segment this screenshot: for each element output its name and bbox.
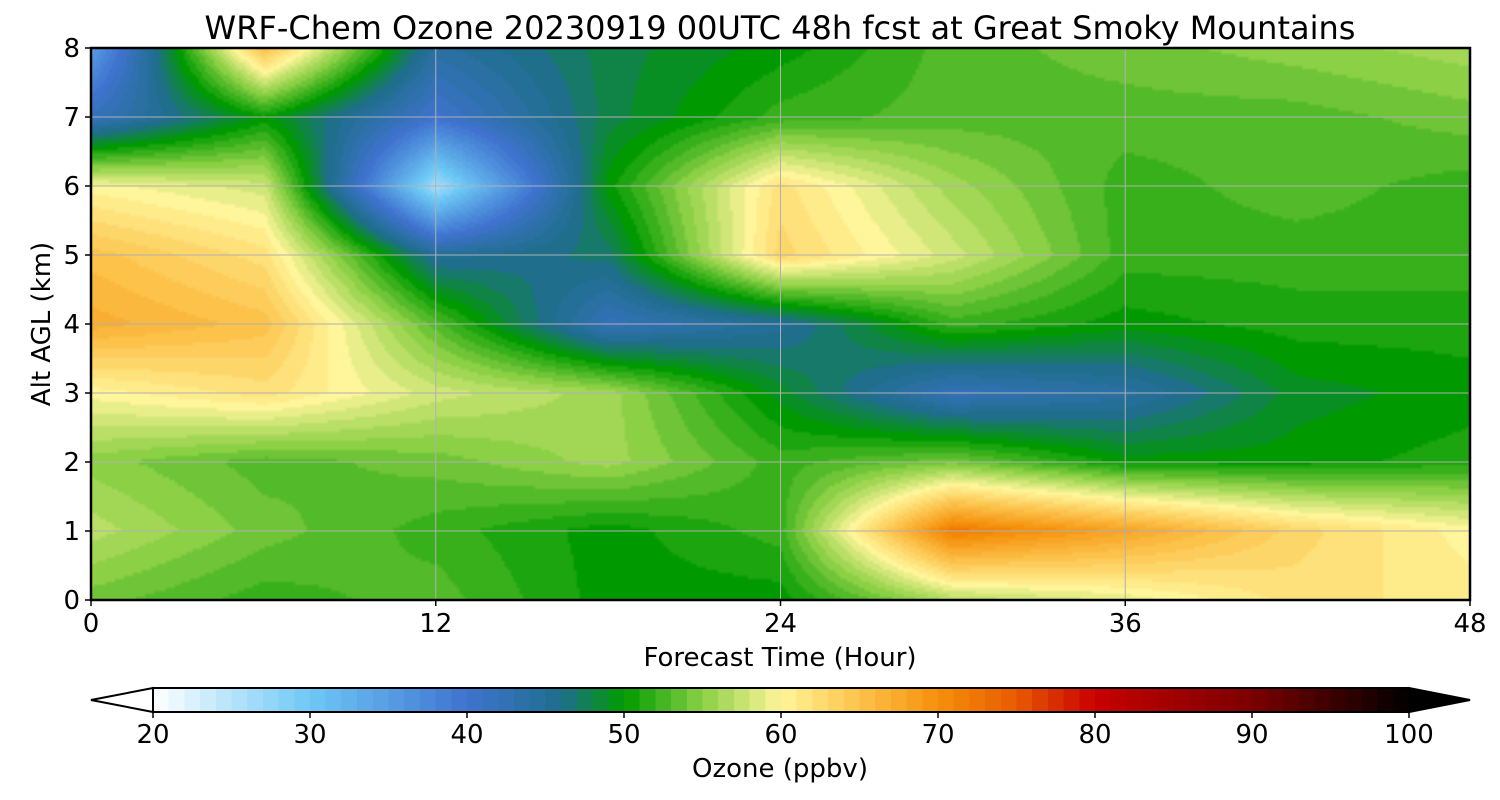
colorbar-tick-label-5: 70 (921, 720, 954, 750)
chart-title: WRF-Chem Ozone 20230919 00UTC 48h fcst a… (205, 9, 1356, 47)
x-tick-label-4: 48 (1453, 609, 1486, 639)
x-axis-label: Forecast Time (Hour) (643, 643, 916, 673)
x-axis: 0 12 24 36 48 (83, 600, 1487, 639)
colorbar-ticks: 20 30 40 50 60 70 80 90 100 (136, 712, 1434, 750)
colorbar-extend-high (1408, 686, 1471, 714)
x-tick-label-1: 12 (419, 609, 452, 639)
colorbar-tick-label-0: 20 (136, 720, 169, 750)
x-tick-label-3: 36 (1109, 609, 1142, 639)
y-tick-label-7: 7 (63, 103, 80, 133)
y-tick-label-2: 2 (63, 448, 80, 478)
y-tick-label-6: 6 (63, 172, 80, 202)
x-tick-label-0: 0 (83, 609, 100, 639)
colorbar-tick-label-1: 30 (293, 720, 326, 750)
y-tick-label-4: 4 (63, 310, 80, 340)
y-axis: 0 1 2 3 4 5 6 7 8 (63, 34, 91, 616)
plot-area (89, 46, 1472, 602)
colorbar-tick-label-3: 50 (607, 720, 640, 750)
y-tick-label-1: 1 (63, 517, 80, 547)
y-tick-label-3: 3 (63, 379, 80, 409)
y-axis-label: Alt AGL (km) (27, 242, 57, 406)
y-tick-label-0: 0 (63, 586, 80, 616)
y-tick-label-5: 5 (63, 241, 80, 271)
colorbar-tick-label-2: 40 (450, 720, 483, 750)
colorbar-tick-label-4: 60 (764, 720, 797, 750)
colorbar-extend-low (90, 686, 154, 714)
colorbar-label: Ozone (ppbv) (692, 754, 868, 784)
x-tick-label-2: 24 (764, 609, 797, 639)
colorbar-tick-label-8: 100 (1384, 720, 1434, 750)
colorbar: 20 30 40 50 60 70 80 90 100 Ozone (ppbv) (90, 686, 1471, 784)
colorbar-tick-label-6: 80 (1078, 720, 1111, 750)
colorbar-tick-label-7: 90 (1235, 720, 1268, 750)
y-tick-label-8: 8 (63, 34, 80, 64)
colorbar-scale (153, 688, 1409, 712)
